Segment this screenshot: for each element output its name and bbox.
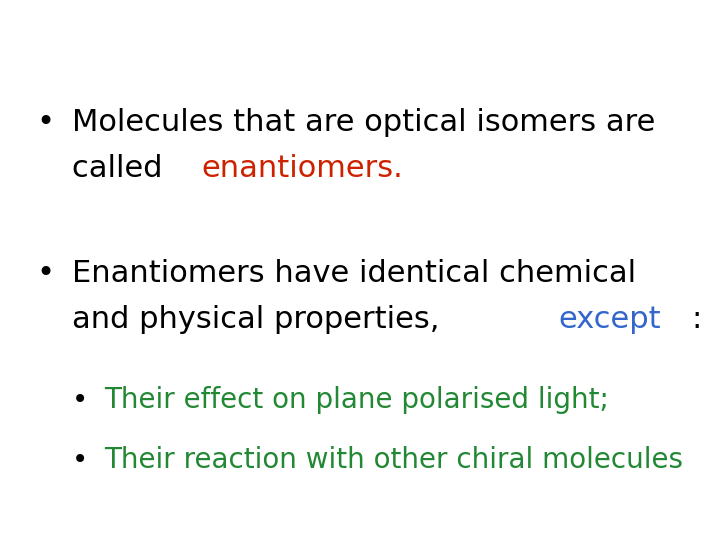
Text: :: : <box>691 305 701 334</box>
Text: •: • <box>72 446 89 474</box>
Text: Molecules that are optical isomers are: Molecules that are optical isomers are <box>72 108 655 137</box>
Text: •: • <box>36 259 54 288</box>
Text: except: except <box>559 305 662 334</box>
Text: enantiomers.: enantiomers. <box>202 154 403 183</box>
Text: •: • <box>36 108 54 137</box>
Text: and physical properties,: and physical properties, <box>72 305 449 334</box>
Text: Their effect on plane polarised light;: Their effect on plane polarised light; <box>104 386 609 414</box>
Text: Enantiomers have identical chemical: Enantiomers have identical chemical <box>72 259 636 288</box>
Text: •: • <box>72 386 89 414</box>
Text: called: called <box>72 154 172 183</box>
Text: Their reaction with other chiral molecules: Their reaction with other chiral molecul… <box>104 446 683 474</box>
